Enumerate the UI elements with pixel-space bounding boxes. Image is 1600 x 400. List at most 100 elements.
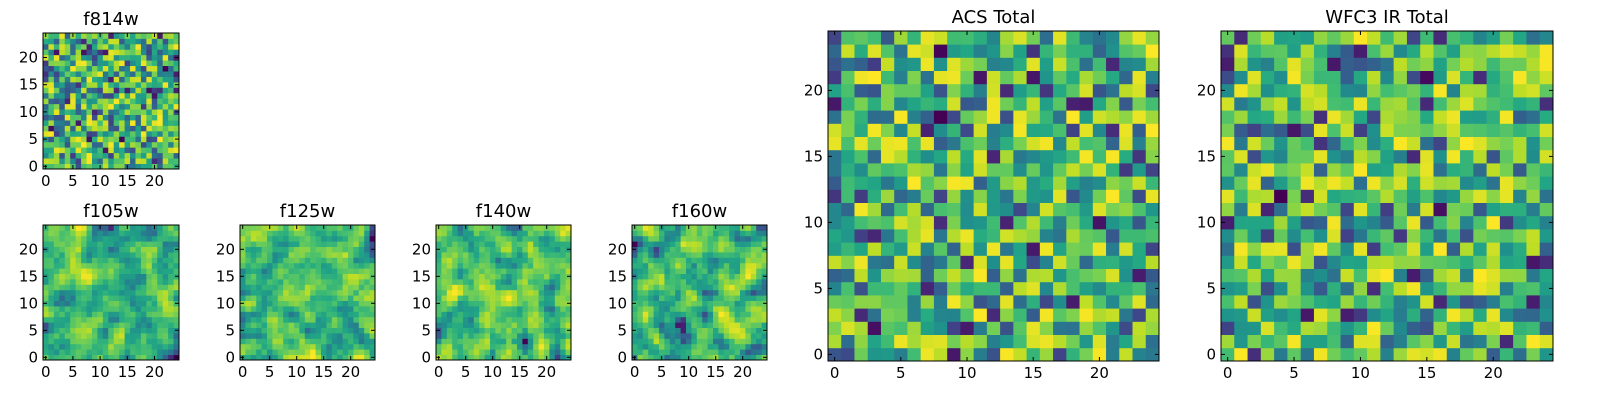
heatmap-cell <box>723 268 730 274</box>
heatmap-cell <box>527 338 534 345</box>
heatmap-cell <box>1393 189 1408 203</box>
heatmap-cell <box>669 284 676 291</box>
heatmap-cell <box>173 295 180 301</box>
heatmap-cell <box>947 44 961 58</box>
heatmap-cell <box>1039 136 1054 151</box>
heatmap-cell <box>70 268 77 274</box>
heatmap-cell <box>1513 70 1527 85</box>
heatmap-cell <box>1539 215 1554 230</box>
heatmap-cell <box>146 120 153 126</box>
heatmap-cell <box>1079 70 1094 85</box>
heatmap-cell <box>1287 136 1302 151</box>
heatmap-cell <box>1260 176 1275 190</box>
heatmap-cell <box>686 246 692 253</box>
heatmap-cell <box>326 262 333 269</box>
heatmap-cell <box>696 241 703 247</box>
heatmap-cell <box>364 279 370 285</box>
heatmap-cell <box>642 257 649 264</box>
heatmap-cell <box>1287 268 1302 283</box>
heatmap-cell <box>250 225 257 231</box>
heatmap-cell <box>457 284 464 291</box>
heatmap-cell <box>473 273 480 280</box>
heatmap-cell <box>560 246 566 253</box>
heatmap-cell <box>91 87 98 94</box>
heatmap-cell <box>1234 321 1248 335</box>
heatmap-cell <box>43 158 49 164</box>
axes-frame <box>827 30 1160 362</box>
heatmap-cell <box>691 306 698 312</box>
heatmap-cell <box>761 295 768 301</box>
heatmap-cell <box>729 333 735 339</box>
heatmap-cell <box>1393 268 1408 283</box>
heatmap-cell <box>272 273 279 280</box>
heatmap-cell <box>113 273 120 280</box>
heatmap-cell <box>436 257 442 264</box>
heatmap-cell <box>511 235 518 242</box>
heatmap-cell <box>554 333 561 339</box>
heatmap-cell <box>140 98 147 105</box>
heatmap-cell <box>894 70 908 85</box>
heatmap-cell <box>554 322 561 328</box>
heatmap-cell <box>97 235 104 242</box>
heatmap-cell <box>102 38 109 45</box>
heatmap-cell <box>756 306 762 312</box>
heatmap-cell <box>70 76 77 83</box>
heatmap-cell <box>157 76 164 83</box>
heatmap-cell <box>1380 281 1395 296</box>
heatmap-cell <box>337 354 343 361</box>
heatmap-cell <box>986 83 1001 98</box>
heatmap-cell <box>452 338 458 345</box>
heatmap-cell <box>533 333 539 339</box>
heatmap-cell <box>1406 229 1421 243</box>
heatmap-cell <box>907 44 922 58</box>
heatmap-cell <box>331 322 338 328</box>
heatmap-cell <box>315 333 322 339</box>
heatmap-cell <box>653 284 660 291</box>
heatmap-cell <box>342 257 349 264</box>
heatmap-cell <box>1221 97 1235 111</box>
heatmap-cell <box>1393 123 1408 137</box>
heatmap-cell <box>1145 70 1160 85</box>
heatmap-cell <box>468 354 475 361</box>
heatmap-cell <box>358 257 365 264</box>
heatmap-cell <box>70 60 77 67</box>
heatmap-cell <box>441 316 448 323</box>
heatmap-cell <box>102 279 109 285</box>
heatmap-cell <box>554 306 561 312</box>
heatmap-cell <box>533 257 539 264</box>
heatmap-cell <box>894 83 908 98</box>
heatmap-cell <box>533 311 539 318</box>
heatmap-cell <box>86 87 93 94</box>
heatmap-cell <box>48 136 55 143</box>
heatmap-cell <box>1499 97 1514 111</box>
heatmap-cell <box>91 284 98 291</box>
y-tick-label: 10 <box>216 294 235 312</box>
heatmap-cell <box>745 230 752 237</box>
heatmap-cell <box>511 327 518 334</box>
heatmap-cell <box>146 147 153 154</box>
heatmap-cell <box>1499 176 1514 190</box>
heatmap-cell <box>108 109 115 115</box>
heatmap-cell <box>1066 123 1080 137</box>
heatmap-cell <box>691 241 698 247</box>
heatmap-cell <box>544 246 550 253</box>
heatmap-cell <box>642 284 649 291</box>
heatmap-cell <box>1132 163 1147 177</box>
heatmap-cell <box>140 354 147 361</box>
heatmap-cell <box>53 54 60 61</box>
heatmap-cell <box>124 246 131 253</box>
heatmap-cell <box>680 225 687 231</box>
heatmap-cell <box>326 333 333 339</box>
heatmap-cell <box>310 306 316 312</box>
heatmap-cell <box>761 349 768 355</box>
heatmap-cell <box>108 147 115 154</box>
heatmap-cell <box>108 141 115 148</box>
heatmap-cell <box>1353 110 1368 124</box>
heatmap-cell <box>1380 255 1395 269</box>
heatmap-cell <box>436 252 442 258</box>
heatmap-cell <box>119 327 125 334</box>
heatmap-cell <box>97 65 104 72</box>
heatmap-cell <box>140 141 147 148</box>
heatmap-cell <box>102 147 109 154</box>
heatmap-cell <box>135 246 142 253</box>
